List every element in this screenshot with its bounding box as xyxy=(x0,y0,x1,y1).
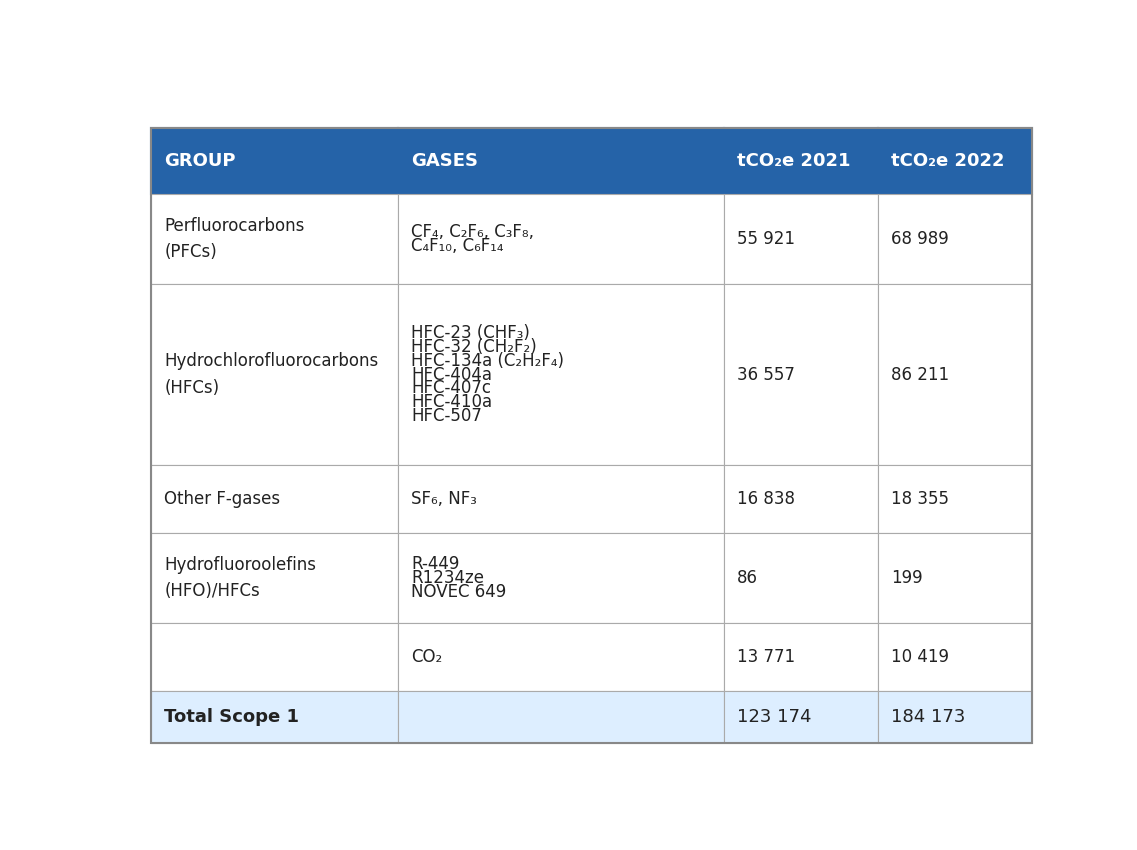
Text: CF₄, C₂F₆, C₃F₈,: CF₄, C₂F₆, C₃F₈, xyxy=(410,223,534,241)
Text: HFC-407c: HFC-407c xyxy=(410,379,491,397)
Text: C₄F₁₀, C₆F₁₄: C₄F₁₀, C₆F₁₄ xyxy=(410,236,504,255)
Bar xyxy=(878,533,1032,623)
Bar xyxy=(398,533,723,623)
Bar xyxy=(878,284,1032,465)
Text: 10 419: 10 419 xyxy=(891,649,949,666)
Bar xyxy=(398,194,723,284)
Text: Other F-gases: Other F-gases xyxy=(164,490,281,507)
Text: 68 989: 68 989 xyxy=(891,230,949,248)
Text: tCO₂e 2021: tCO₂e 2021 xyxy=(737,152,850,170)
Bar xyxy=(878,691,1032,744)
Bar xyxy=(878,194,1032,284)
Bar xyxy=(151,465,398,533)
Bar xyxy=(878,128,1032,194)
Text: tCO₂e 2022: tCO₂e 2022 xyxy=(891,152,1005,170)
Bar xyxy=(398,691,723,744)
Bar xyxy=(151,691,398,744)
Text: 86 211: 86 211 xyxy=(891,366,949,383)
Text: 16 838: 16 838 xyxy=(737,490,795,507)
Bar xyxy=(724,623,878,691)
Text: Perfluorocarbons
(PFCs): Perfluorocarbons (PFCs) xyxy=(164,217,305,261)
Text: Hydrochlorofluorocarbons
(HFCs): Hydrochlorofluorocarbons (HFCs) xyxy=(164,352,379,397)
Bar xyxy=(724,465,878,533)
Text: GROUP: GROUP xyxy=(164,152,235,170)
Text: 55 921: 55 921 xyxy=(737,230,795,248)
Bar xyxy=(878,465,1032,533)
Text: Total Scope 1: Total Scope 1 xyxy=(164,708,299,726)
Bar xyxy=(151,194,398,284)
Text: R1234ze: R1234ze xyxy=(410,569,484,587)
Bar xyxy=(398,284,723,465)
Text: 199: 199 xyxy=(891,569,923,587)
Bar xyxy=(724,533,878,623)
Text: HFC-23 (CHF₃): HFC-23 (CHF₃) xyxy=(410,325,530,343)
Bar xyxy=(398,623,723,691)
Bar xyxy=(724,284,878,465)
Text: HFC-410a: HFC-410a xyxy=(410,393,492,411)
Text: NOVEC 649: NOVEC 649 xyxy=(410,583,506,601)
Text: 18 355: 18 355 xyxy=(891,490,949,507)
Bar xyxy=(398,465,723,533)
Text: Hydrofluoroolefins
(HFO)/HFCs: Hydrofluoroolefins (HFO)/HFCs xyxy=(164,556,316,600)
Bar xyxy=(151,623,398,691)
Bar xyxy=(724,691,878,744)
Text: HFC-134a (C₂H₂F₄): HFC-134a (C₂H₂F₄) xyxy=(410,352,564,370)
Bar xyxy=(398,128,723,194)
Text: HFC-507: HFC-507 xyxy=(410,407,482,425)
Bar xyxy=(878,623,1032,691)
Bar xyxy=(724,128,878,194)
Text: 184 173: 184 173 xyxy=(891,708,965,726)
Text: CO₂: CO₂ xyxy=(410,649,442,666)
Bar xyxy=(151,284,398,465)
Bar xyxy=(151,128,398,194)
Text: 123 174: 123 174 xyxy=(737,708,812,726)
Text: 86: 86 xyxy=(737,569,758,587)
Text: 36 557: 36 557 xyxy=(737,366,795,383)
Bar xyxy=(151,533,398,623)
Bar xyxy=(724,194,878,284)
Text: HFC-404a: HFC-404a xyxy=(410,366,492,383)
Text: 13 771: 13 771 xyxy=(737,649,795,666)
Text: SF₆, NF₃: SF₆, NF₃ xyxy=(410,490,476,507)
Text: GASES: GASES xyxy=(410,152,478,170)
Text: HFC-32 (CH₂F₂): HFC-32 (CH₂F₂) xyxy=(410,338,537,356)
Text: R-449: R-449 xyxy=(410,555,459,573)
